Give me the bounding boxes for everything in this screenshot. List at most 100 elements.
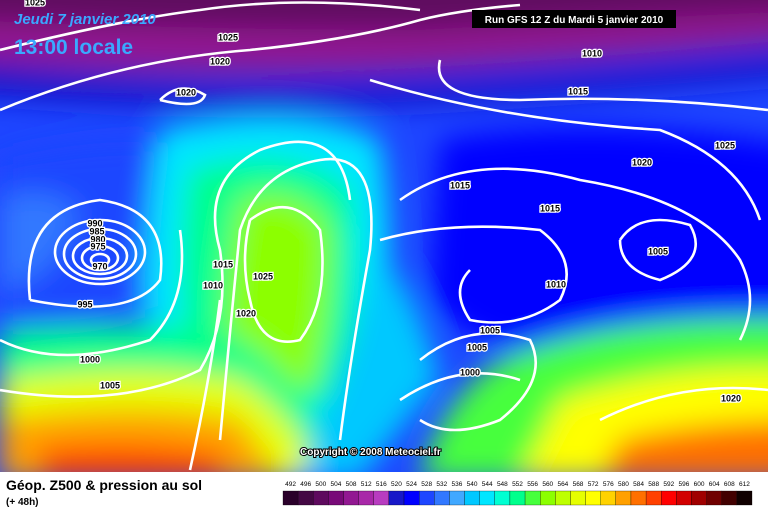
- isobar-label: 1000: [80, 354, 100, 364]
- legend-swatch: [494, 490, 511, 506]
- legend-label: 540: [467, 481, 478, 488]
- legend-swatch: [388, 490, 405, 506]
- legend-label: 500: [315, 481, 326, 488]
- legend-label: 556: [527, 481, 538, 488]
- legend-swatch: [676, 490, 692, 506]
- isobar-label: 1025: [715, 140, 735, 150]
- legend-swatch: [645, 490, 662, 506]
- legend-swatch: [661, 490, 677, 506]
- legend-swatch: [434, 490, 450, 506]
- footer-title: Géop. Z500 & pression au sol: [6, 477, 202, 493]
- isobar-label: 1000: [460, 367, 480, 377]
- legend-swatch: [615, 490, 632, 506]
- isobar-label: 1020: [721, 393, 741, 403]
- legend-label: 508: [346, 481, 357, 488]
- legend-swatch: [524, 490, 541, 506]
- legend-label: 544: [482, 481, 493, 488]
- isobar-label: 1005: [480, 325, 500, 335]
- legend-swatch: [570, 490, 586, 506]
- isobar-label: 1020: [632, 157, 652, 167]
- legend-label: 604: [709, 481, 720, 488]
- legend-swatch: [449, 490, 465, 506]
- legend-label: 512: [361, 481, 372, 488]
- isobar-label: 975: [90, 241, 105, 251]
- isobar-label: 1015: [568, 86, 588, 96]
- legend-label: 596: [678, 481, 689, 488]
- isobar-label: 1010: [546, 279, 566, 289]
- legend-label: 600: [694, 481, 705, 488]
- run-box: [472, 10, 676, 28]
- isobar-label: 1020: [210, 56, 230, 66]
- legend-swatch: [297, 490, 314, 506]
- legend-swatch: [419, 490, 435, 506]
- legend-label: 584: [633, 481, 644, 488]
- forecast-date: Jeudi 7 janvier 2010: [14, 11, 156, 28]
- legend-label: 588: [648, 481, 659, 488]
- legend-swatch: [736, 490, 753, 506]
- legend-label: 536: [452, 481, 463, 488]
- isobar-label: 970: [92, 261, 107, 271]
- legend-label: 608: [724, 481, 735, 488]
- legend-label: 560: [542, 481, 553, 488]
- isobar-label: 990: [87, 218, 102, 228]
- legend-label: 592: [663, 481, 674, 488]
- isobar-label: 1015: [540, 203, 560, 213]
- legend-label: 612: [739, 481, 750, 488]
- legend-label: 576: [603, 481, 614, 488]
- legend-swatch: [479, 490, 495, 506]
- isobar-label: 995: [77, 299, 92, 309]
- legend-label: 496: [300, 481, 311, 488]
- legend-label: 492: [285, 481, 296, 488]
- legend-label: 528: [421, 481, 432, 488]
- isobar-labels: 1025 1025 1020 1020 1010 1015 1025 1020 1015 1015…: [24, 0, 743, 405]
- legend-swatch: [282, 490, 299, 506]
- legend-swatch: [630, 490, 647, 506]
- color-legend: 492 496 500 504 508 512 516 520 524 528 532 536 540 5…: [282, 481, 753, 506]
- legend-label: 548: [497, 481, 508, 488]
- legend-swatch: [373, 490, 390, 506]
- legend-label: 572: [588, 481, 599, 488]
- isobar-label: 980: [90, 234, 105, 244]
- legend-swatch: [403, 490, 420, 506]
- forecast-time: 13:00 locale: [14, 36, 133, 59]
- isobar-label: 1005: [467, 342, 487, 352]
- legend-swatch: [691, 490, 707, 506]
- legend-swatch: [343, 490, 359, 506]
- legend-swatch: [721, 490, 738, 506]
- legend-label: 504: [331, 481, 342, 488]
- legend-swatch: [358, 490, 374, 506]
- legend-label: 580: [618, 481, 629, 488]
- legend-swatch: [540, 490, 556, 506]
- isobar-label: 1025: [253, 271, 273, 281]
- isobar-label: 1015: [213, 259, 233, 269]
- isobar-label: 1010: [203, 280, 223, 290]
- legend-swatch: [600, 490, 616, 506]
- legend-swatch: [706, 490, 722, 506]
- legend-swatch: [509, 490, 526, 506]
- isobar-label: 1005: [648, 246, 668, 256]
- legend-swatch: [555, 490, 571, 506]
- map-field: 1025 1025 1020 1020 1010 1015 1025 1020 1015 1015…: [0, 0, 768, 472]
- isobar-label: 1015: [450, 180, 470, 190]
- legend-label: 532: [436, 481, 447, 488]
- legend-swatch: [328, 490, 344, 506]
- legend-label: 564: [557, 481, 568, 488]
- legend-label: 568: [573, 481, 584, 488]
- legend-label: 524: [406, 481, 417, 488]
- legend-label: 520: [391, 481, 402, 488]
- isobar-label: 1010: [582, 48, 602, 58]
- legend-label: 516: [376, 481, 387, 488]
- isobar-label: 1025: [218, 32, 238, 42]
- legend-swatch: [313, 490, 329, 506]
- isobar-label: 1020: [176, 87, 196, 97]
- footer-subtitle: (+ 48h): [6, 497, 39, 508]
- isobars: [0, 1, 768, 471]
- isobar-label: 1005: [100, 380, 120, 390]
- legend-label: 552: [512, 481, 523, 488]
- copyright: Copyright © 2008 Meteociel.fr: [300, 447, 441, 458]
- isobar-label: 1020: [236, 308, 256, 318]
- isobar-label: 1025: [25, 0, 45, 7]
- legend-swatch: [464, 490, 480, 506]
- run-info: Run GFS 12 Z du Mardi 5 janvier 2010: [485, 15, 664, 26]
